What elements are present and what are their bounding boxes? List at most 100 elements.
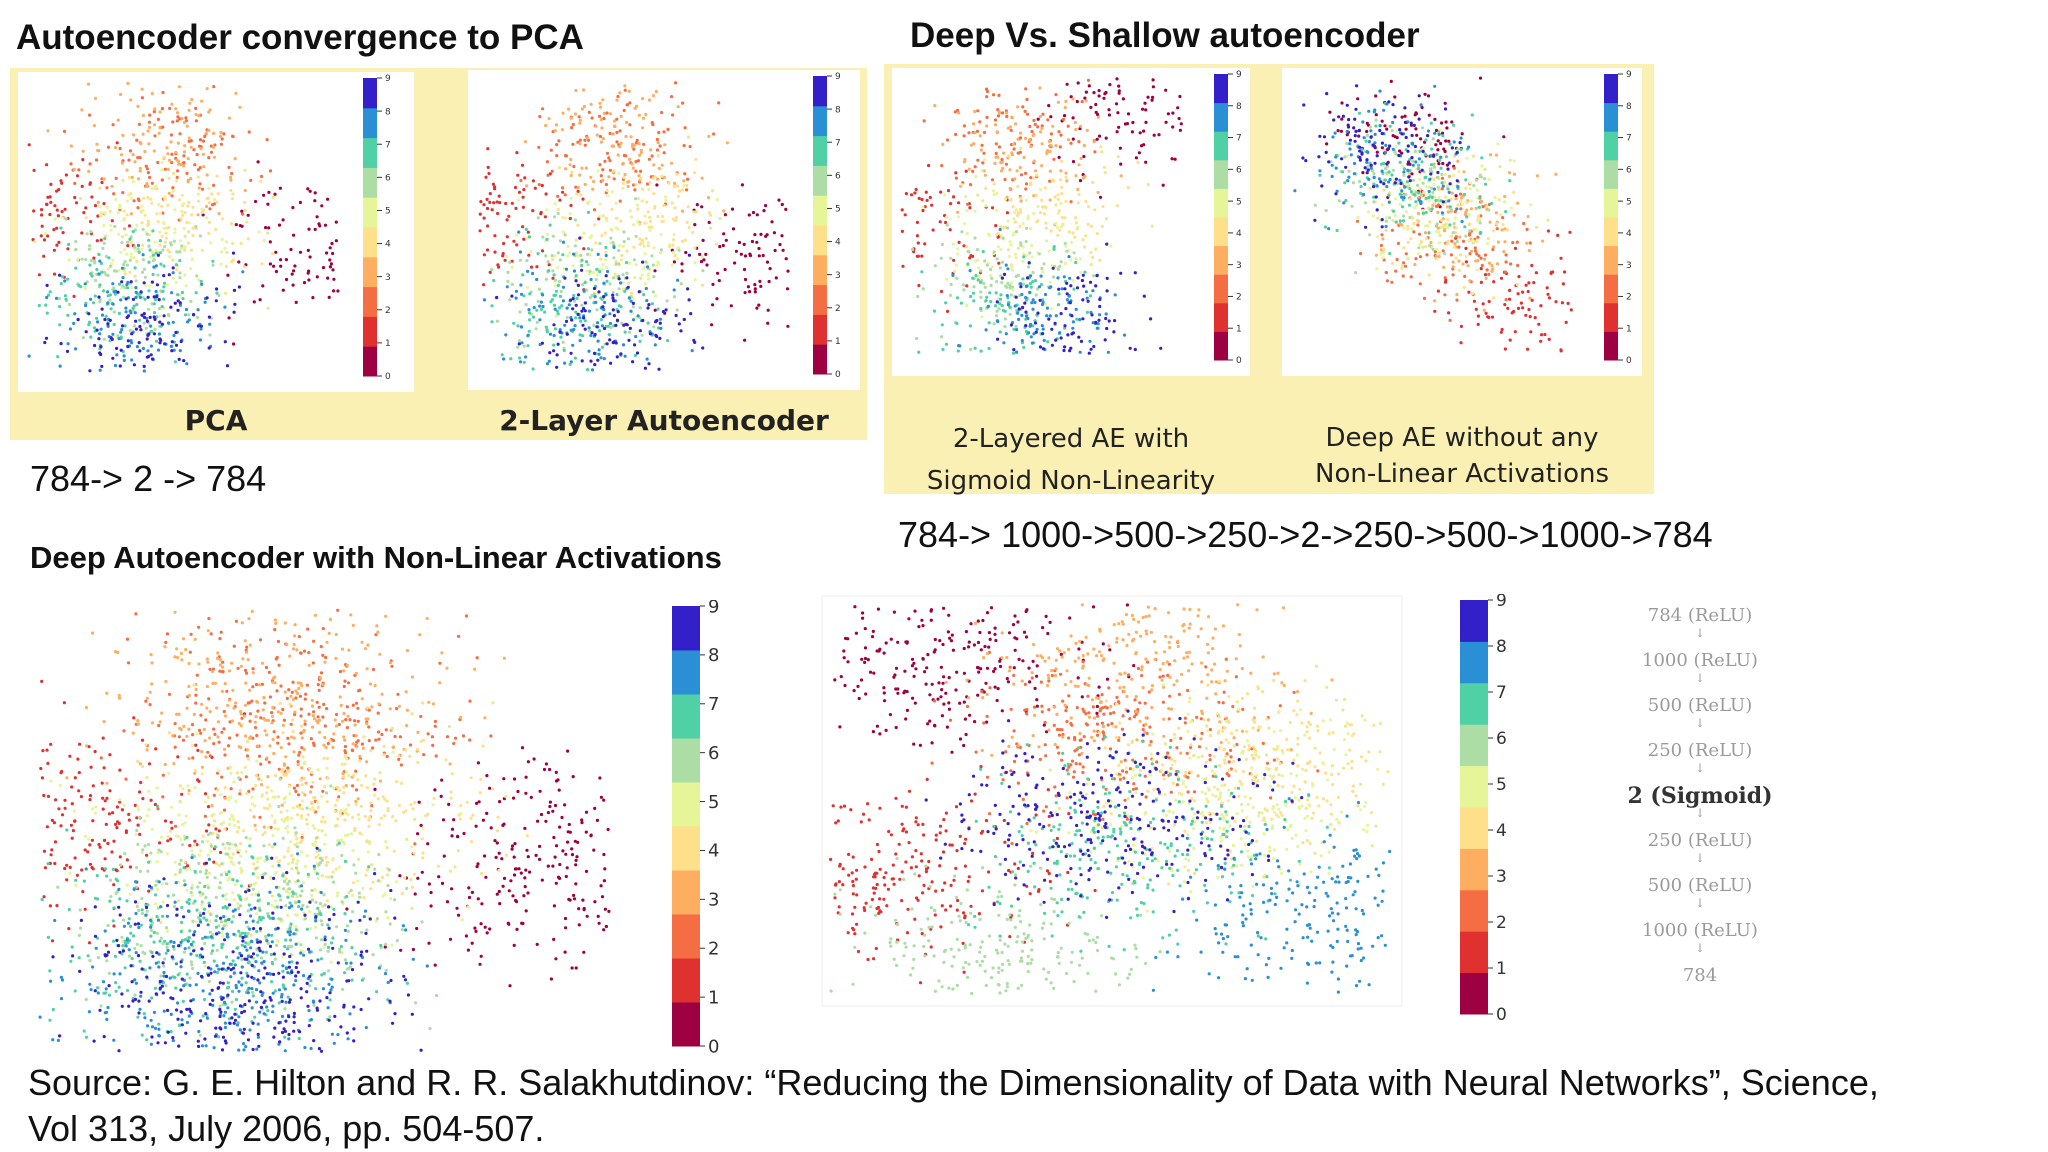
scatter-point-class-9 (129, 280, 133, 284)
scatter-point-class-2 (1433, 250, 1437, 254)
scatter-point-class-1 (1447, 311, 1451, 315)
scatter-point-class-3 (200, 765, 204, 769)
scatter-point-class-2 (287, 742, 291, 746)
scatter-point-class-3 (310, 704, 315, 708)
scatter-point-class-3 (983, 173, 987, 177)
scatter-point-class-6 (995, 280, 999, 284)
scatter-point-class-2 (281, 707, 285, 712)
scatter-point-class-1 (917, 196, 921, 200)
scatter-point-class-2 (984, 87, 989, 91)
scatter-point-class-2 (282, 718, 286, 722)
scatter-point-class-3 (102, 177, 106, 181)
scatter-point-class-7 (1434, 198, 1438, 203)
scatter-point-class-0 (1151, 85, 1155, 89)
scatter-point-class-8 (106, 324, 110, 328)
scatter-point-class-0 (554, 957, 558, 961)
scatter-point-class-2 (344, 718, 348, 722)
scatter-point-class-7 (1504, 210, 1508, 214)
scatter-point-class-0 (778, 242, 782, 247)
scatter-point-class-1 (921, 208, 925, 213)
scatter-point-class-4 (574, 238, 578, 242)
scatter-point-class-5 (140, 204, 144, 208)
scatter-point-class-3 (189, 145, 193, 149)
section-title-deep-nonlinear: Deep Autoencoder with Non-Linear Activat… (30, 540, 722, 575)
scatter-point-class-0 (1137, 151, 1141, 155)
scatter-point-class-0 (560, 815, 564, 820)
scatter-point-class-7 (1441, 134, 1445, 138)
scatter-point-class-6 (180, 244, 184, 248)
scatter-point-class-4 (676, 184, 680, 188)
scatter-point-class-7 (490, 320, 494, 324)
scatter-point-class-5 (105, 205, 109, 209)
scatter-point-class-3 (158, 110, 162, 114)
scatter-point-class-3 (87, 169, 91, 173)
scatter-point-class-8 (1058, 331, 1062, 335)
scatter-point-class-3 (1028, 138, 1032, 142)
scatter-point-class-1 (70, 785, 74, 789)
scatter-point-class-9 (540, 341, 544, 345)
scatter-point-class-4 (1472, 228, 1476, 232)
scatter-point-class-2 (377, 737, 381, 741)
scatter-point-class-0 (784, 207, 788, 211)
scatter-point-class-9 (1380, 131, 1384, 136)
scatter-point-class-2 (636, 159, 640, 163)
scatter-point-class-5 (1078, 257, 1082, 261)
scatter-point-class-0 (331, 251, 335, 256)
scatter-point-class-5 (999, 248, 1003, 252)
scatter-point-class-8 (1048, 286, 1052, 290)
scatter-point-class-9 (126, 339, 130, 343)
scatter-point-class-7 (152, 302, 156, 306)
scatter-point-class-8 (208, 322, 212, 326)
scatter-point-class-9 (1103, 338, 1107, 342)
scatter-point-class-2 (312, 639, 316, 643)
scatter-point-class-2 (184, 116, 188, 120)
colorbar-swatch-1 (813, 314, 827, 345)
scatter-point-class-2 (997, 145, 1002, 149)
scatter-point-class-8 (1367, 140, 1371, 144)
scatter-point-class-4 (1462, 285, 1466, 289)
scatter-point-class-5 (111, 258, 115, 262)
scatter-point-class-6 (134, 279, 138, 283)
scatter-point-class-2 (670, 95, 674, 99)
scatter-point-class-1 (1527, 307, 1531, 312)
scatter-point-class-5 (160, 168, 164, 172)
scatter-point-class-3 (616, 153, 620, 157)
colorbar-tick-label: 5 (1236, 197, 1242, 207)
scatter-point-class-8 (172, 333, 176, 338)
scatter-point-class-2 (212, 793, 216, 797)
scatter-point-class-1 (486, 224, 490, 228)
scatter-point-class-7 (969, 294, 973, 299)
scatter-point-class-2 (88, 162, 92, 166)
scatter-point-class-1 (68, 754, 72, 758)
scatter-point-class-0 (552, 937, 556, 941)
scatter-point-class-7 (1418, 149, 1422, 153)
scatter-point-class-0 (1356, 97, 1360, 101)
scatter-point-class-1 (80, 868, 84, 872)
scatter-point-class-9 (97, 295, 101, 299)
scatter-point-class-4 (1384, 228, 1388, 232)
scatter-point-class-1 (62, 701, 66, 705)
scatter-point-class-7 (528, 318, 532, 322)
scatter-point-class-3 (1064, 99, 1068, 103)
scatter-point-class-9 (1345, 103, 1349, 107)
scatter-point-class-9 (608, 338, 612, 342)
scatter-point-class-5 (1471, 239, 1475, 243)
scatter-point-class-6 (524, 302, 528, 307)
scatter-point-class-0 (1328, 110, 1332, 114)
scatter-point-class-3 (1010, 151, 1014, 155)
scatter-point-class-4 (651, 176, 655, 180)
scatter-point-class-4 (694, 210, 698, 214)
scatter-point-class-6 (955, 276, 959, 280)
scatter-point-class-4 (121, 178, 125, 182)
scatter-point-class-5 (129, 252, 133, 256)
scatter-point-class-5 (131, 180, 135, 184)
scatter-point-class-8 (502, 357, 506, 361)
scatter-point-class-8 (1327, 227, 1331, 231)
scatter-point-class-2 (312, 743, 316, 747)
colorbar-swatch-6 (363, 167, 377, 198)
scatter-point-class-2 (367, 725, 371, 729)
scatter-point-class-7 (1063, 326, 1067, 330)
scatter-point-class-2 (163, 167, 167, 171)
scatter-point-class-4 (673, 206, 677, 210)
scatter-point-class-9 (1447, 161, 1451, 165)
